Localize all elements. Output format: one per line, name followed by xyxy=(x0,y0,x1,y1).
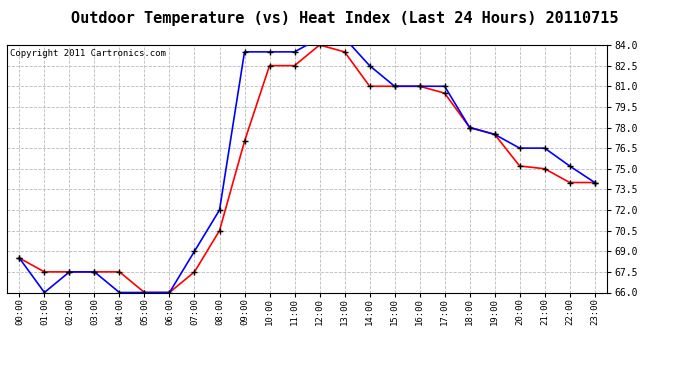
Text: Copyright 2011 Cartronics.com: Copyright 2011 Cartronics.com xyxy=(10,49,166,58)
Text: Outdoor Temperature (vs) Heat Index (Last 24 Hours) 20110715: Outdoor Temperature (vs) Heat Index (Las… xyxy=(71,11,619,26)
